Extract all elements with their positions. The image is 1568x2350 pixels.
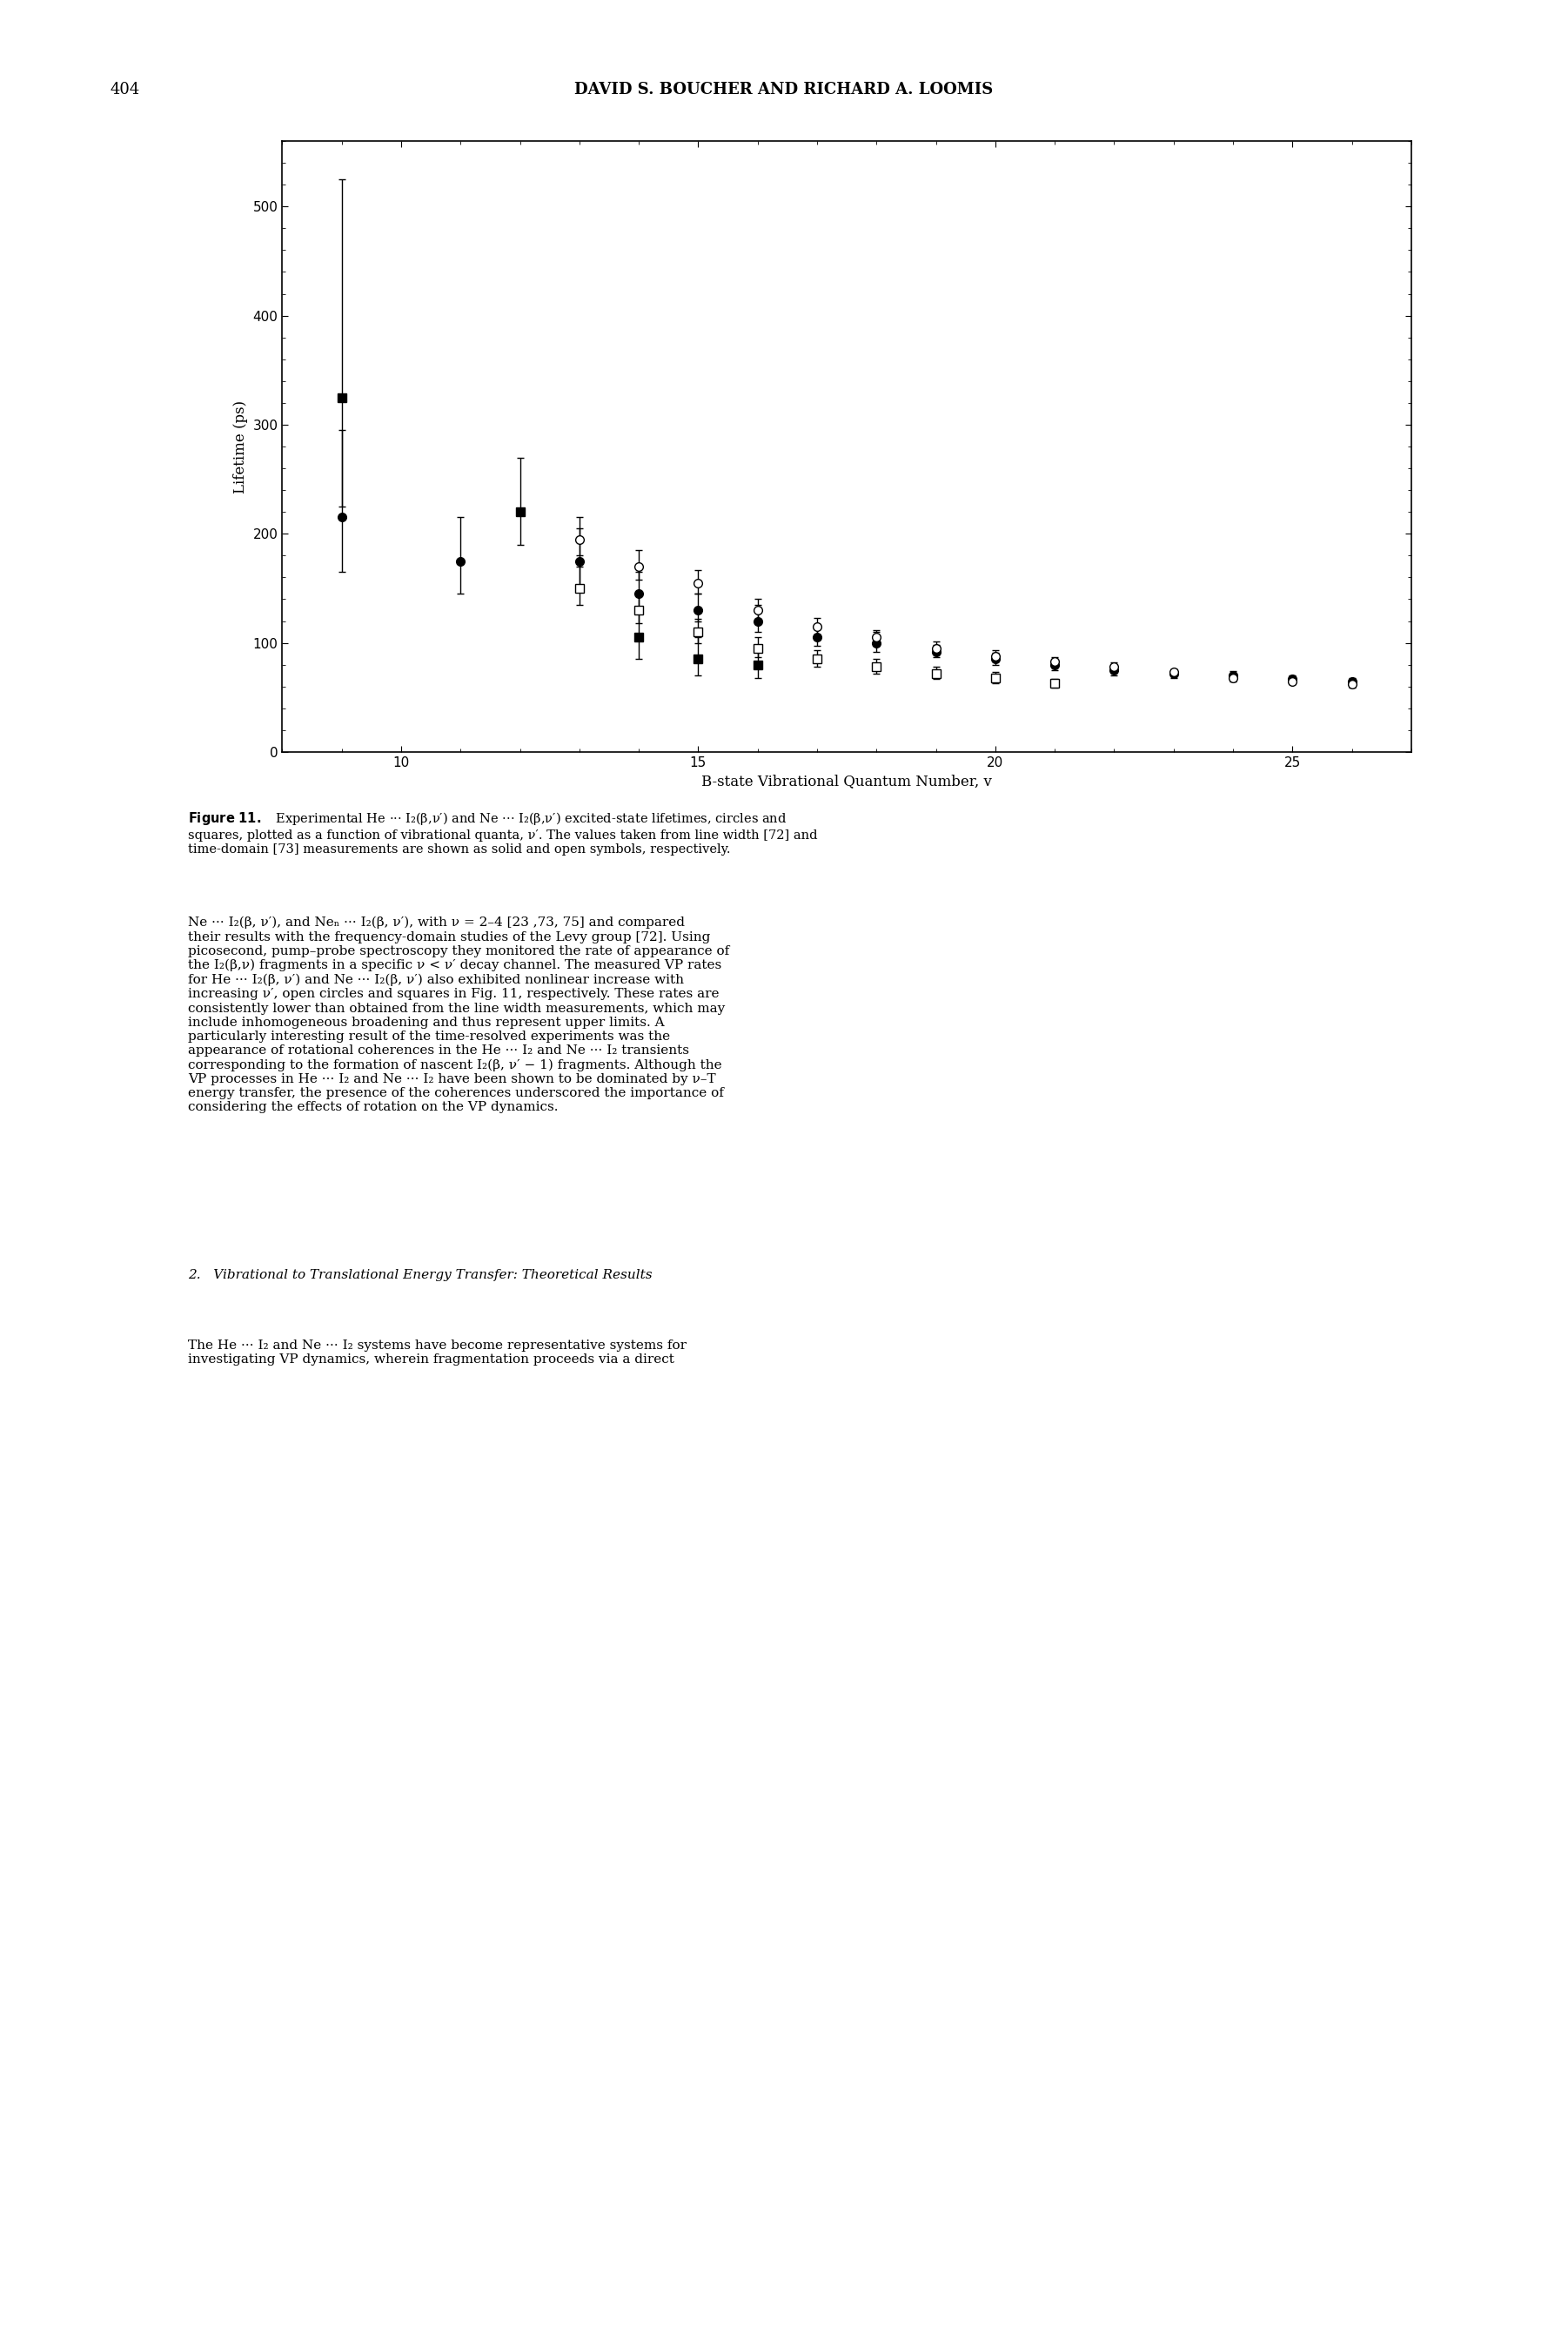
- Y-axis label: Lifetime (ps): Lifetime (ps): [234, 400, 248, 494]
- Text: Ne ··· I₂(β, ν′), and Neₙ ··· I₂(β, ν′), with ν = 2–4 [23 ,73, 75] and compared
: Ne ··· I₂(β, ν′), and Neₙ ··· I₂(β, ν′),…: [188, 916, 729, 1114]
- Text: The He ··· I₂ and Ne ··· I₂ systems have become representative systems for
inves: The He ··· I₂ and Ne ··· I₂ systems have…: [188, 1339, 687, 1365]
- Text: $\bf{Figure\ 11.}$   Experimental He ··· I₂(β,ν′) and Ne ··· I₂(β,ν′) excited-st: $\bf{Figure\ 11.}$ Experimental He ··· I…: [188, 811, 817, 855]
- X-axis label: B-state Vibrational Quantum Number, v: B-state Vibrational Quantum Number, v: [701, 773, 993, 790]
- Text: DAVID S. BOUCHER AND RICHARD A. LOOMIS: DAVID S. BOUCHER AND RICHARD A. LOOMIS: [574, 82, 994, 99]
- Text: 404: 404: [110, 82, 140, 99]
- Text: 2.   Vibrational to Translational Energy Transfer: Theoretical Results: 2. Vibrational to Translational Energy T…: [188, 1269, 652, 1281]
